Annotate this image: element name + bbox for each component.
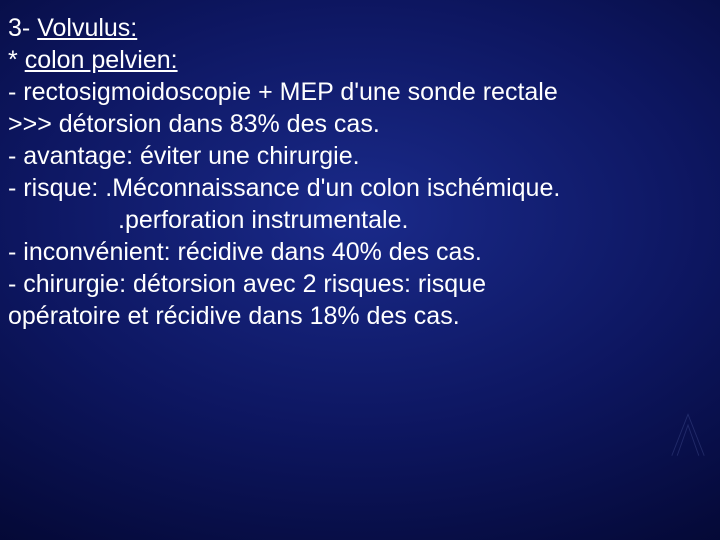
corner-decoration-icon — [670, 410, 706, 460]
line-10: opératoire et récidive dans 18% des cas. — [8, 300, 712, 332]
line-1-underline: Volvulus: — [37, 14, 137, 42]
line-4: >>> détorsion dans 83% des cas. — [8, 108, 712, 140]
line-2-prefix: * — [8, 46, 25, 74]
line-6: - risque: .Méconnaissance d'un colon isc… — [8, 172, 712, 204]
line-5: - avantage: éviter une chirurgie. — [8, 140, 712, 172]
line-1-prefix: 3- — [8, 14, 37, 42]
line-7-text: .perforation instrumentale. — [118, 206, 408, 234]
line-2-underline: colon pelvien: — [25, 46, 178, 74]
line-3: - rectosigmoidoscopie + MEP d'une sonde … — [8, 76, 712, 108]
line-9: - chirurgie: détorsion avec 2 risques: r… — [8, 268, 712, 300]
slide-body: 3- Volvulus: * colon pelvien: - rectosig… — [0, 0, 720, 344]
line-2: * colon pelvien: — [8, 44, 712, 76]
line-7: .perforation instrumentale. — [8, 204, 712, 236]
line-8: - inconvénient: récidive dans 40% des ca… — [8, 236, 712, 268]
line-1: 3- Volvulus: — [8, 12, 712, 44]
